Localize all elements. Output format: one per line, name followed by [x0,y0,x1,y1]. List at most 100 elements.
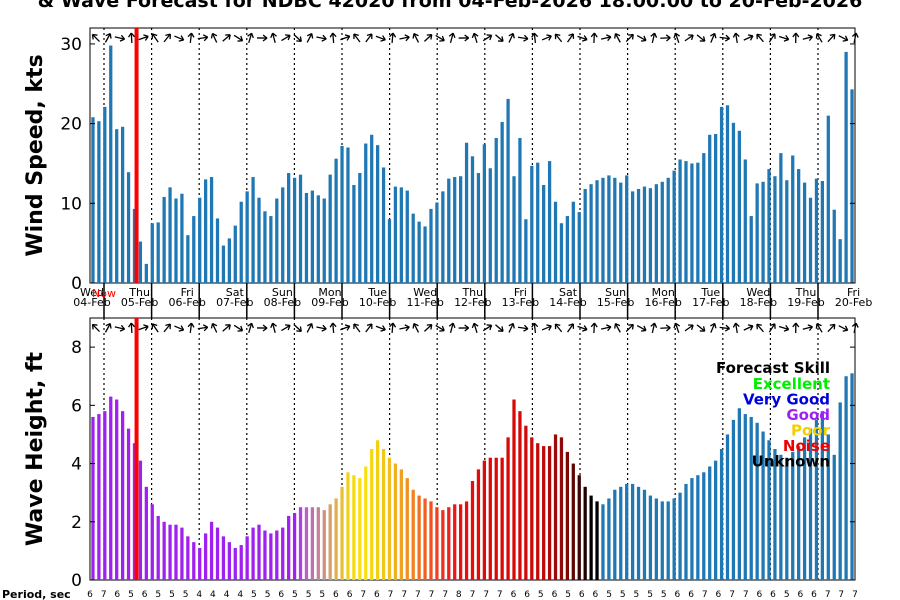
legend-entry: Poor [791,422,831,440]
bar [275,530,279,580]
period-value: 4 [210,590,216,600]
date-label: 09-Feb [311,296,348,309]
bar [755,183,759,283]
bar [423,226,427,283]
direction-arrow [340,324,351,331]
period-value: 7 [360,590,366,600]
direction-arrow [838,325,849,332]
bar [761,431,765,580]
bar [292,177,297,283]
direction-arrow [625,33,634,42]
bar [714,460,718,580]
bar [126,172,131,283]
bar [601,504,605,580]
direction-arrow [389,322,397,334]
bar [150,223,154,283]
direction-arrow [127,322,136,334]
day-label: Sat [559,286,578,299]
direction-arrow [138,324,149,331]
bar [797,446,801,580]
period-value: 5 [128,590,134,600]
bar [204,533,208,580]
bar [488,457,492,580]
period-value: 7 [101,590,107,600]
bar [684,161,688,283]
period-value: 6 [87,590,93,600]
bar [375,440,380,580]
bar [316,507,320,580]
bar [583,188,587,283]
period-value: 5 [634,590,640,600]
date-label: 11-Feb [406,296,443,309]
direction-arrow [340,34,351,41]
direction-arrow [625,323,634,332]
direction-arrow [151,323,159,333]
direction-arrow [827,33,836,43]
bar [393,463,398,580]
direction-arrow [768,33,776,43]
bar [613,177,617,283]
bar [773,176,777,283]
direction-arrow [210,32,218,43]
day-label: Wed [746,286,770,299]
period-value: 8 [456,590,462,600]
direction-arrow [399,34,410,42]
period-value: 4 [196,590,202,600]
bar [802,437,807,580]
bar [636,486,641,580]
direction-arrow [600,34,612,42]
period-value: 7 [825,590,831,600]
direction-arrow [815,323,823,333]
direction-arrow [114,324,126,332]
direction-arrow [508,322,515,333]
direction-arrow [247,322,254,333]
date-label: 04-Feb [73,296,110,309]
period-value: 7 [401,590,407,600]
bar [91,117,95,283]
direction-arrow [554,323,563,333]
direction-arrow [531,322,539,334]
direction-arrow [614,323,621,333]
bar [530,437,534,580]
bar [435,507,439,580]
bar [334,158,338,283]
direction-arrow [517,34,529,42]
direction-arrow [114,34,126,42]
direction-arrow [815,33,823,43]
direction-arrow [792,32,800,44]
direction-arrow [778,35,790,42]
bar [132,208,137,283]
bar [547,161,552,283]
direction-arrow [851,322,859,334]
bar [630,191,635,283]
bar [192,542,196,580]
bar [672,498,676,580]
period-value: 5 [251,590,257,600]
direction-arrow [329,322,337,334]
bar [619,182,623,283]
period-value: 5 [620,590,626,600]
bar [470,156,475,283]
bar [737,130,741,283]
bar [370,134,374,283]
period-value: 6 [511,590,517,600]
bar [850,373,854,580]
bar [239,545,243,580]
bar [482,460,486,580]
bar [275,198,279,283]
legend-entry: Good [786,406,830,424]
direction-arrow [756,323,764,333]
direction-arrow [104,33,112,43]
bar [103,106,107,283]
bar [536,162,540,283]
now-label: Now [92,287,116,300]
bar [672,170,676,283]
direction-arrow [743,34,754,41]
bar [180,527,184,580]
bar [209,521,214,580]
period-value: 6 [770,590,776,600]
period-value: 5 [183,590,189,600]
bar [642,186,647,283]
